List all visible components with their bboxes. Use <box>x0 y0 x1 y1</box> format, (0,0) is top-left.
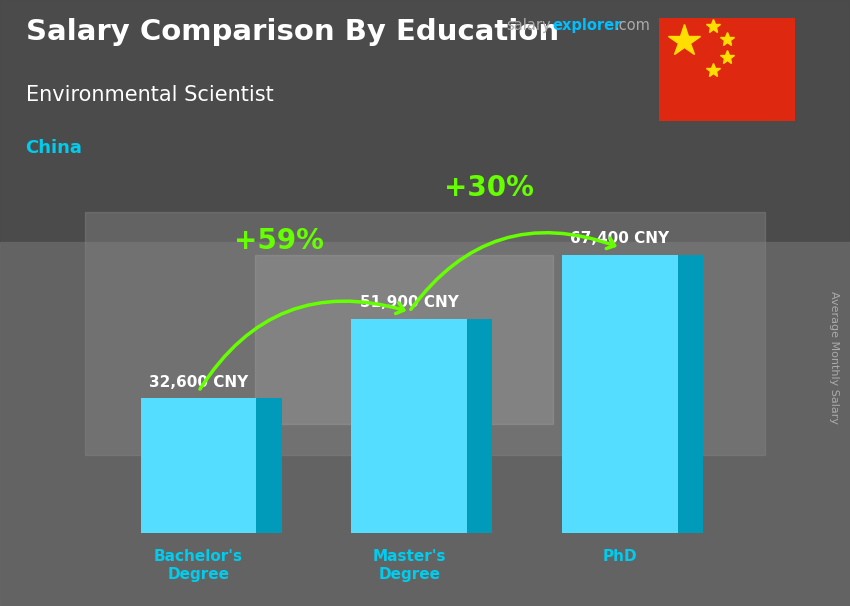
Bar <box>140 399 257 533</box>
Text: +30%: +30% <box>445 174 534 202</box>
Text: Average Monthly Salary: Average Monthly Salary <box>829 291 839 424</box>
Text: 32,600 CNY: 32,600 CNY <box>149 375 248 390</box>
Bar <box>255 255 552 424</box>
Text: .com: .com <box>615 18 650 33</box>
Text: Salary Comparison By Education: Salary Comparison By Education <box>26 18 558 46</box>
Polygon shape <box>677 255 703 533</box>
Polygon shape <box>257 399 281 533</box>
Text: China: China <box>26 139 82 158</box>
Text: Environmental Scientist: Environmental Scientist <box>26 85 273 105</box>
Bar <box>351 319 468 533</box>
Text: salary: salary <box>506 18 551 33</box>
Text: 51,900 CNY: 51,900 CNY <box>360 295 459 310</box>
Text: 67,400 CNY: 67,400 CNY <box>570 231 670 246</box>
Polygon shape <box>468 319 492 533</box>
Text: explorer: explorer <box>552 18 622 33</box>
Text: +59%: +59% <box>234 227 324 255</box>
Bar <box>0 242 850 606</box>
Bar <box>0 0 850 242</box>
Bar <box>562 255 677 533</box>
Bar <box>85 212 765 454</box>
